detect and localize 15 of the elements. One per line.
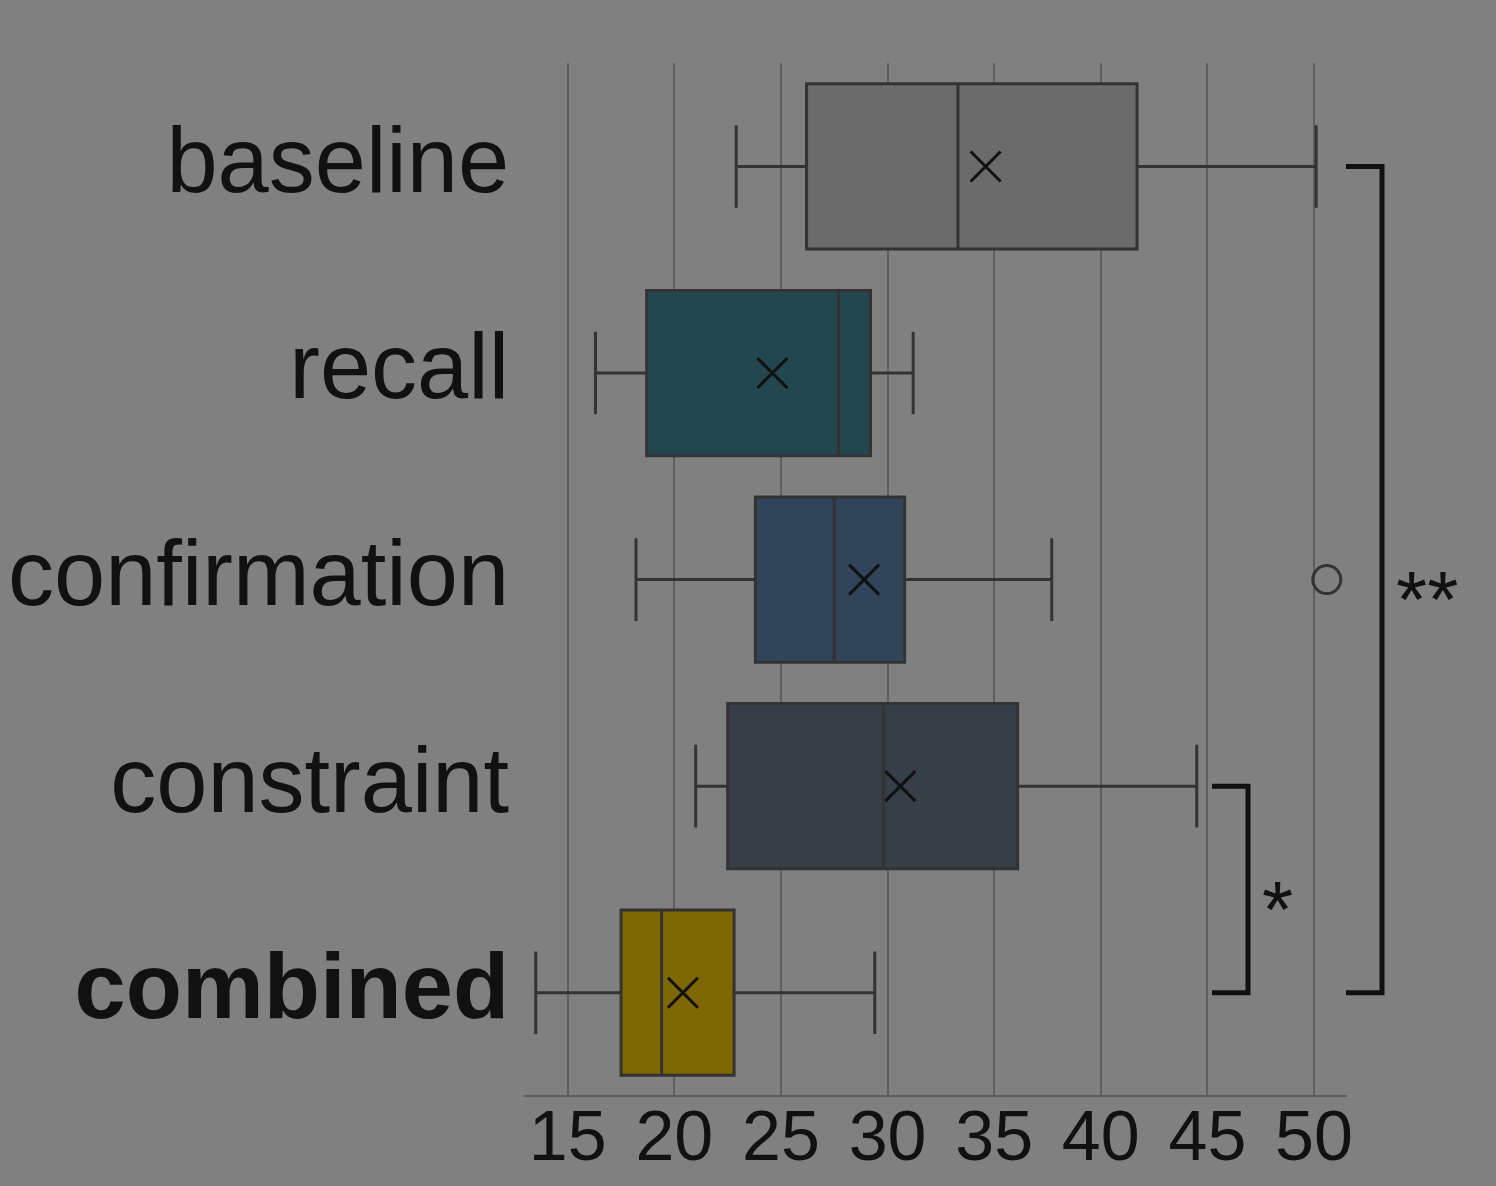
x-tick-label: 40 (1061, 1097, 1140, 1176)
x-tick-label: 45 (1168, 1097, 1247, 1176)
text: ** (1396, 554, 1459, 644)
x-tick-label: 50 (1275, 1097, 1353, 1176)
x-tick-label: 35 (955, 1097, 1034, 1176)
y-tick-label: confirmation (7, 521, 510, 624)
y-tick-label: recall (289, 315, 510, 418)
x-tick-label: 15 (528, 1097, 607, 1176)
annotation: * (1262, 864, 1294, 954)
y-tick-label: combined (74, 935, 510, 1038)
x-tick-label: 20 (635, 1097, 714, 1176)
x-tick-label: 25 (742, 1097, 820, 1176)
y-tick-label: constraint (110, 728, 510, 831)
y-tick-label: baseline (166, 108, 510, 211)
x-tick-label: 30 (848, 1097, 927, 1176)
